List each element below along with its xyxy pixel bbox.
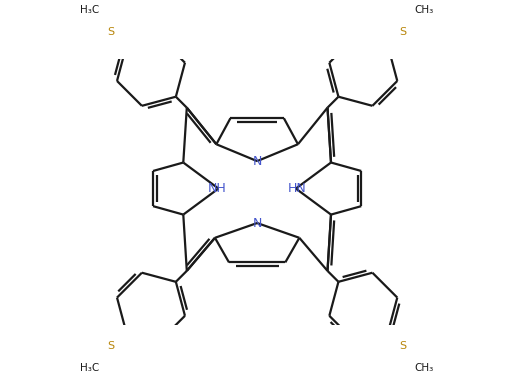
Text: HN: HN xyxy=(288,182,306,195)
Text: N: N xyxy=(252,155,262,167)
Text: S: S xyxy=(400,341,407,352)
Text: NH: NH xyxy=(208,182,227,195)
Text: CH₃: CH₃ xyxy=(415,363,434,373)
Text: H₃C: H₃C xyxy=(80,5,100,15)
Text: CH₃: CH₃ xyxy=(415,5,434,15)
Text: N: N xyxy=(252,217,262,229)
Text: S: S xyxy=(108,341,115,352)
Text: H₃C: H₃C xyxy=(80,363,100,373)
Text: S: S xyxy=(108,27,115,37)
Text: S: S xyxy=(400,27,407,37)
